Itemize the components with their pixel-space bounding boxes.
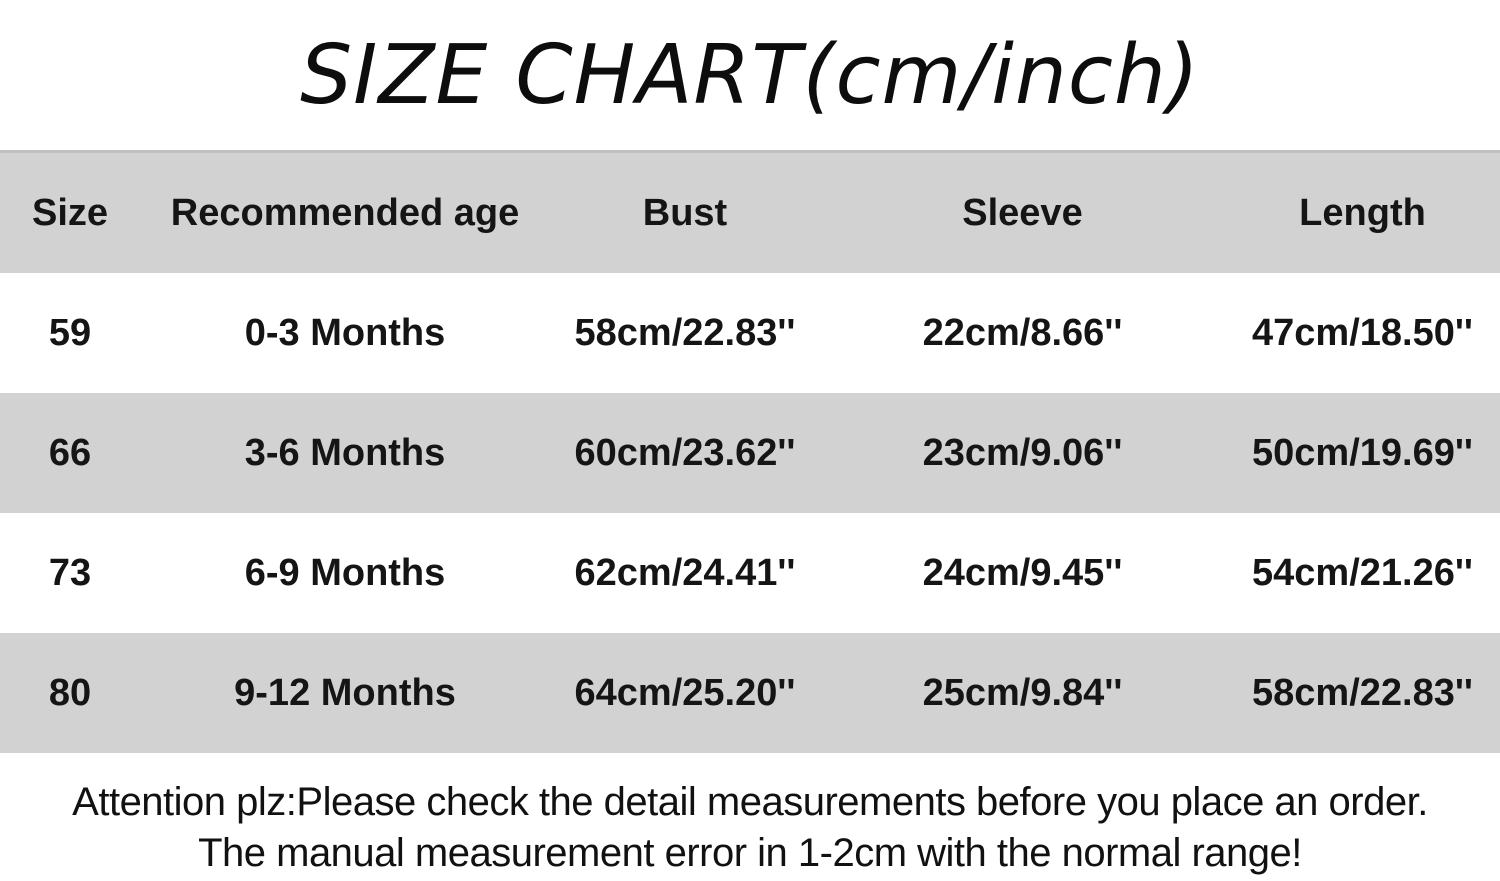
table-row-80: 80 9-12 Months 64cm/25.20'' 25cm/9.84'' … bbox=[0, 633, 1500, 753]
cell-length: 47cm/18.50'' bbox=[1252, 311, 1473, 354]
column-header-length: Length bbox=[1299, 191, 1426, 234]
table-row-59: 59 0-3 Months 58cm/22.83'' 22cm/8.66'' 4… bbox=[0, 273, 1500, 393]
cell-length: 54cm/21.26'' bbox=[1252, 551, 1473, 594]
attention-note-line1: Attention plz:Please check the detail me… bbox=[72, 780, 1428, 824]
cell-sleeve: 24cm/9.45'' bbox=[922, 551, 1123, 594]
cell-size: 73 bbox=[48, 551, 92, 594]
cell-sleeve: 25cm/9.84'' bbox=[922, 671, 1123, 714]
cell-recommended-age: 0-3 Months bbox=[244, 311, 446, 354]
column-header-sleeve: Sleeve bbox=[962, 191, 1083, 234]
size-table: Size Recommended age Bust Sleeve Length … bbox=[0, 150, 1500, 753]
cell-recommended-age: 9-12 Months bbox=[234, 671, 456, 714]
attention-note-line2: The manual measurement error in 1-2cm wi… bbox=[198, 831, 1302, 875]
cell-bust: 60cm/23.62'' bbox=[574, 431, 796, 474]
cell-bust: 62cm/24.41'' bbox=[574, 551, 796, 594]
table-row-66: 66 3-6 Months 60cm/23.62'' 23cm/9.06'' 5… bbox=[0, 393, 1500, 513]
cell-recommended-age: 3-6 Months bbox=[244, 431, 446, 474]
cell-size: 80 bbox=[48, 671, 92, 714]
cell-sleeve: 23cm/9.06'' bbox=[922, 431, 1123, 474]
table-row-73: 73 6-9 Months 62cm/24.41'' 24cm/9.45'' 5… bbox=[0, 513, 1500, 633]
title-area: SIZE CHART(cm/inch) bbox=[0, 0, 1500, 150]
cell-sleeve: 22cm/8.66'' bbox=[922, 311, 1123, 354]
column-header-size: Size bbox=[31, 191, 109, 234]
cell-length: 50cm/19.69'' bbox=[1252, 431, 1473, 474]
cell-bust: 64cm/25.20'' bbox=[574, 671, 796, 714]
cell-size: 59 bbox=[48, 311, 92, 354]
cell-bust: 58cm/22.83'' bbox=[574, 311, 796, 354]
header-row: Size Recommended age Bust Sleeve Length bbox=[0, 151, 1500, 273]
cell-length: 58cm/22.83'' bbox=[1252, 671, 1473, 714]
column-header-recommended-age: Recommended age bbox=[170, 191, 520, 234]
attention-note: Attention plz:Please check the detail me… bbox=[0, 777, 1500, 879]
column-header-bust: Bust bbox=[642, 191, 728, 234]
cell-recommended-age: 6-9 Months bbox=[244, 551, 446, 594]
cell-size: 66 bbox=[48, 431, 92, 474]
page-title: SIZE CHART(cm/inch) bbox=[300, 27, 1200, 123]
